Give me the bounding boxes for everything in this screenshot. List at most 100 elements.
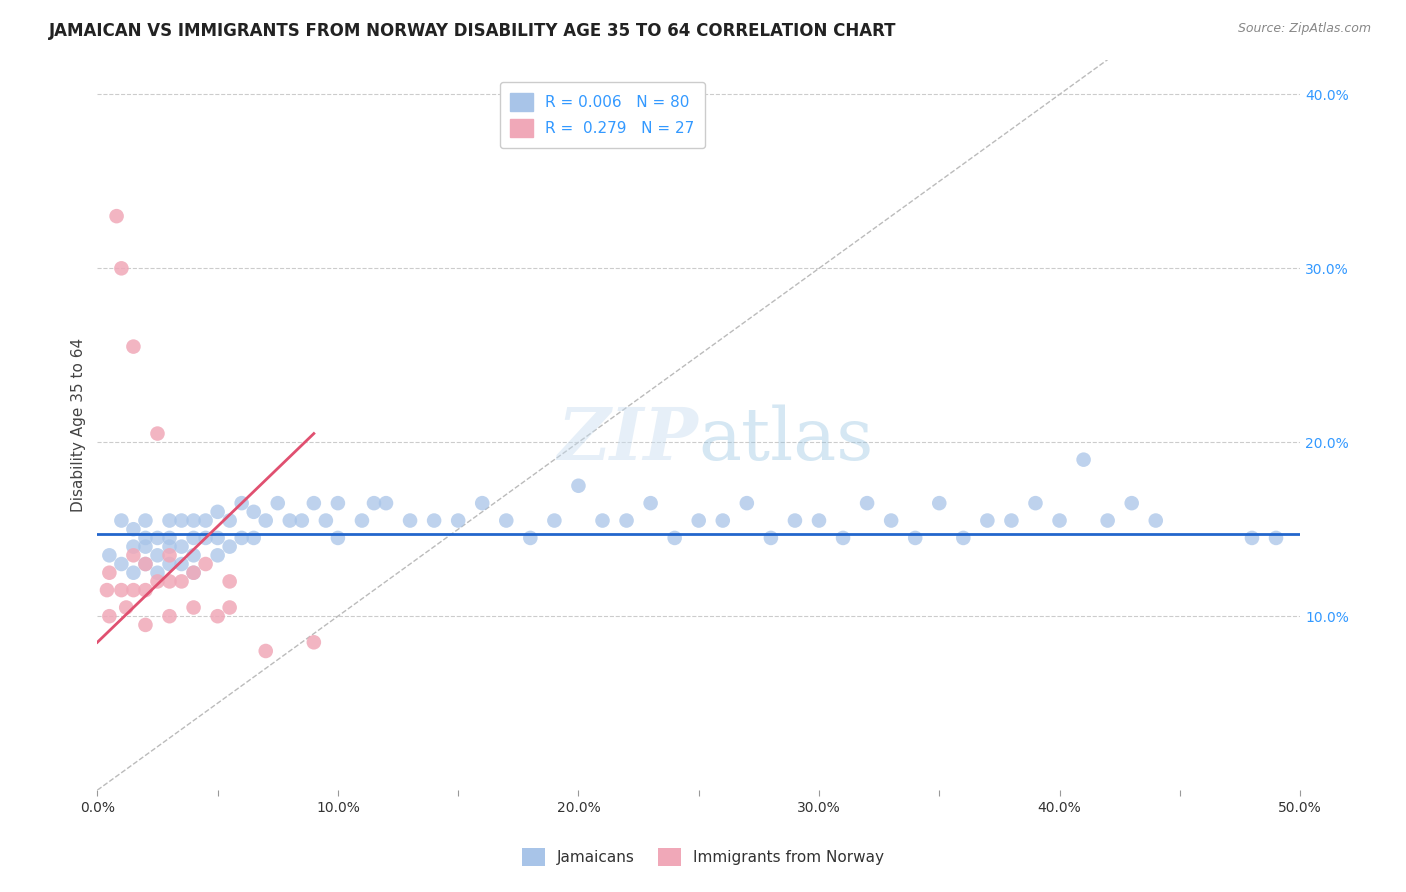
Point: [976, 514, 998, 528]
Point: [98, 609, 121, 624]
Point: [952, 531, 974, 545]
Point: [134, 583, 156, 598]
Point: [159, 540, 181, 554]
Y-axis label: Disability Age 35 to 64: Disability Age 35 to 64: [72, 338, 86, 512]
Text: JAMAICAN VS IMMIGRANTS FROM NORWAY DISABILITY AGE 35 TO 64 CORRELATION CHART: JAMAICAN VS IMMIGRANTS FROM NORWAY DISAB…: [49, 22, 897, 40]
Point: [105, 209, 128, 223]
Point: [880, 514, 903, 528]
Point: [375, 496, 398, 510]
Point: [640, 496, 662, 510]
Text: atlas: atlas: [699, 404, 875, 475]
Point: [146, 426, 169, 441]
Point: [735, 496, 758, 510]
Point: [1144, 514, 1167, 528]
Point: [115, 600, 138, 615]
Point: [207, 609, 229, 624]
Legend: R = 0.006   N = 80, R =  0.279   N = 27: R = 0.006 N = 80, R = 0.279 N = 27: [499, 82, 706, 148]
Point: [254, 644, 277, 658]
Point: [664, 531, 686, 545]
Point: [278, 514, 301, 528]
Point: [350, 514, 373, 528]
Point: [134, 531, 156, 545]
Point: [242, 531, 264, 545]
Point: [1265, 531, 1288, 545]
Point: [711, 514, 734, 528]
Point: [110, 514, 132, 528]
Point: [832, 531, 855, 545]
Point: [159, 574, 181, 589]
Point: [592, 514, 614, 528]
Point: [194, 557, 217, 571]
Point: [96, 583, 118, 598]
Point: [218, 600, 240, 615]
Point: [122, 583, 145, 598]
Point: [1121, 496, 1143, 510]
Point: [134, 618, 156, 632]
Point: [326, 531, 349, 545]
Point: [170, 557, 193, 571]
Point: [159, 557, 181, 571]
Point: [194, 514, 217, 528]
Point: [110, 557, 132, 571]
Point: [134, 540, 156, 554]
Point: [183, 514, 205, 528]
Point: [1097, 514, 1119, 528]
Point: [122, 522, 145, 536]
Point: [183, 566, 205, 580]
Point: [242, 505, 264, 519]
Point: [159, 531, 181, 545]
Point: [207, 549, 229, 563]
Point: [183, 600, 205, 615]
Point: [567, 479, 589, 493]
Point: [98, 566, 121, 580]
Point: [783, 514, 806, 528]
Point: [302, 635, 325, 649]
Point: [170, 574, 193, 589]
Point: [183, 531, 205, 545]
Point: [543, 514, 565, 528]
Point: [170, 540, 193, 554]
Point: [471, 496, 494, 510]
Point: [159, 549, 181, 563]
Point: [134, 557, 156, 571]
Point: [146, 549, 169, 563]
Point: [315, 514, 337, 528]
Point: [495, 514, 517, 528]
Point: [218, 574, 240, 589]
Point: [134, 514, 156, 528]
Point: [807, 514, 830, 528]
Point: [1240, 531, 1263, 545]
Point: [759, 531, 782, 545]
Point: [122, 549, 145, 563]
Point: [447, 514, 470, 528]
Point: [302, 496, 325, 510]
Point: [1049, 514, 1071, 528]
Point: [183, 549, 205, 563]
Point: [904, 531, 927, 545]
Point: [110, 583, 132, 598]
Point: [267, 496, 290, 510]
Point: [231, 496, 253, 510]
Point: [519, 531, 541, 545]
Point: [363, 496, 385, 510]
Point: [254, 514, 277, 528]
Point: [146, 531, 169, 545]
Point: [110, 261, 132, 276]
Point: [146, 566, 169, 580]
Point: [194, 531, 217, 545]
Point: [98, 549, 121, 563]
Point: [122, 540, 145, 554]
Text: Source: ZipAtlas.com: Source: ZipAtlas.com: [1237, 22, 1371, 36]
Point: [170, 514, 193, 528]
Point: [928, 496, 950, 510]
Point: [326, 496, 349, 510]
Point: [399, 514, 422, 528]
Point: [159, 609, 181, 624]
Point: [856, 496, 879, 510]
Point: [218, 514, 240, 528]
Point: [122, 340, 145, 354]
Point: [231, 531, 253, 545]
Point: [183, 566, 205, 580]
Point: [1073, 452, 1095, 467]
Point: [688, 514, 710, 528]
